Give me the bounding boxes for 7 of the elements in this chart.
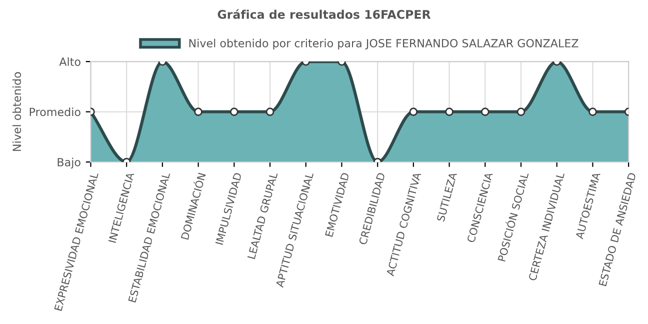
x-tick-label: LEALTAD GRUPAL (247, 172, 278, 260)
category-label: Bajo (58, 158, 80, 169)
category-label: Promedio (30, 108, 80, 116)
y-axis-title: Nivel obtenido (12, 72, 22, 151)
legend-label: Nivel obtenido por criterio para JOSE FERNANDO SALAZAR GONZALEZ (189, 38, 578, 50)
category-label: Alto (59, 57, 80, 66)
chart-title: Gráfica de resultados 16FACPER (218, 9, 431, 19)
